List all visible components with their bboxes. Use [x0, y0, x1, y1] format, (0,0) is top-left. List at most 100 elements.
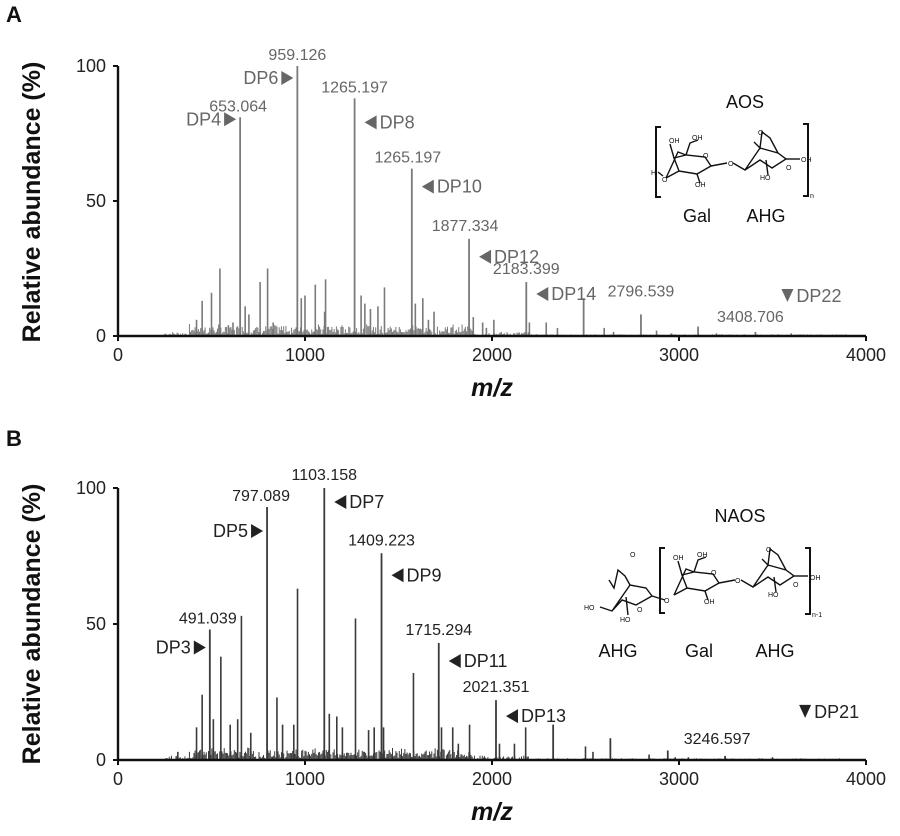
panel-a-x-axis-label: m/z — [471, 374, 513, 402]
panel-a-x-tick-label: 4000 — [846, 345, 886, 365]
naos-structure: NAOS — [584, 506, 822, 661]
panel-a-peak-mz-label: 959.126 — [268, 47, 326, 64]
panel-a-arrow-left-icon — [364, 115, 377, 130]
svg-text:O: O — [735, 578, 741, 585]
panel-b-y-tick-label: 50 — [86, 614, 106, 634]
panel-b-letter: B — [6, 426, 22, 451]
svg-text:O: O — [766, 547, 772, 554]
panel-b-x-tick-label: 0 — [113, 769, 123, 789]
panel-b-dp-label: DP13 — [521, 706, 566, 726]
svg-text:n-1: n-1 — [812, 612, 822, 619]
panel-b-arrow-left-icon — [448, 654, 461, 669]
naos-unit-gal: Gal — [685, 641, 713, 661]
svg-text:O: O — [793, 582, 799, 589]
svg-text:HO: HO — [620, 617, 631, 624]
panel-b-peaks — [164, 488, 848, 760]
panel-a-peak-mz-label: 1877.334 — [432, 218, 499, 235]
svg-text:HO: HO — [760, 175, 771, 182]
panel-b-axes: 0 1000 2000 3000 4000 0 50 100 — [76, 478, 886, 789]
panel-b-peak-mz-label: 3246.597 — [684, 731, 751, 748]
panel-a-letter: A — [6, 2, 22, 27]
svg-text:O: O — [786, 165, 792, 172]
panel-a-peak-mz-label: 1265.197 — [321, 79, 388, 96]
svg-text:O: O — [703, 153, 709, 160]
svg-text:OH: OH — [801, 157, 812, 164]
panel-b-y-tick-label: 100 — [76, 478, 106, 498]
panel-b-dp-label: DP3 — [156, 637, 191, 657]
panel-a-dp-label: DP8 — [380, 112, 415, 132]
svg-text:O: O — [630, 552, 636, 559]
panel-b-dp-label: DP11 — [464, 651, 508, 671]
panel-a-y-axis-label: Relative abundance (%) — [18, 62, 46, 343]
panel-a-peak-mz-label: 653.064 — [209, 98, 267, 115]
panel-b-labels: 491.039 DP3 797.089 DP5 1103.158 DP7 1409.223 D… — [156, 467, 859, 748]
aos-structure: AOS OH OH OH — [651, 92, 814, 226]
panel-b-x-tick-label: 4000 — [846, 769, 886, 789]
svg-text:OH: OH — [810, 575, 821, 582]
panel-a-arrow-right-icon — [224, 112, 237, 127]
panel-b-arrow-left-icon — [505, 709, 518, 724]
svg-text:O: O — [662, 177, 668, 184]
panel-b-arrow-left-icon — [391, 568, 404, 583]
panel-b: B Relative abundance (%) m/z 0 1000 2000 30… — [6, 426, 886, 826]
panel-a-dp-label: DP22 — [796, 286, 841, 306]
panel-b-arrow-right-icon — [193, 640, 206, 655]
aos-unit-gal: Gal — [683, 206, 711, 226]
svg-text:OH: OH — [695, 182, 706, 189]
panel-a-arrow-right-icon — [281, 71, 294, 85]
svg-text:O: O — [664, 598, 670, 605]
panel-a-dp-label: DP10 — [437, 177, 482, 197]
panel-b-x-tick-label: 1000 — [285, 769, 325, 789]
panel-a-y-tick-label: 100 — [76, 56, 106, 76]
panel-a-y-tick-label: 0 — [96, 326, 106, 346]
aos-structure-drawing — [655, 123, 809, 198]
svg-text:OH: OH — [704, 599, 715, 606]
panel-a-axes: 0 1000 2000 3000 4000 0 50 100 — [76, 56, 886, 365]
naos-structure-drawing — [599, 547, 811, 616]
panel-a-dp-label: DP14 — [551, 284, 596, 304]
panel-b-arrow-down-icon — [799, 704, 812, 718]
panel-b-dp-label: DP7 — [349, 492, 384, 512]
panel-a-peak-mz-label: 1265.197 — [374, 150, 441, 167]
panel-b-peak-mz-label: 491.039 — [179, 610, 237, 627]
panel-b-y-tick-label: 0 — [96, 750, 106, 770]
aos-unit-ahg: AHG — [746, 206, 785, 226]
svg-text:HO: HO — [768, 592, 779, 599]
svg-text:HO: HO — [584, 605, 595, 612]
panel-a-arrow-left-icon — [479, 249, 492, 264]
svg-text:O: O — [728, 161, 734, 168]
panel-a-x-tick-label: 3000 — [659, 345, 699, 365]
panel-a-arrow-left-icon — [421, 179, 434, 194]
panel-b-peak-mz-label: 1409.223 — [348, 532, 415, 549]
panel-b-dp-label: DP5 — [213, 521, 248, 541]
naos-atoms: HO HO O O O OH OH OH O O O O HO OH n-1 — [584, 547, 822, 624]
svg-text:n: n — [810, 193, 814, 200]
svg-text:OH: OH — [669, 138, 680, 145]
panel-a-y-tick-label: 50 — [86, 191, 106, 211]
naos-unit-ahg-2: AHG — [755, 641, 794, 661]
panel-a-x-tick-label: 0 — [113, 345, 123, 365]
panel-a-x-tick-label: 1000 — [285, 345, 325, 365]
panel-b-peak-mz-label: 1103.158 — [292, 467, 358, 484]
panel-b-arrow-left-icon — [334, 495, 347, 509]
panel-a-dp-label: DP4 — [186, 109, 221, 129]
naos-unit-ahg-1: AHG — [598, 641, 637, 661]
panel-b-peak-mz-label: 797.089 — [232, 488, 290, 505]
panel-b-peak-mz-label: 1715.294 — [405, 622, 472, 639]
panel-b-x-tick-label: 3000 — [659, 769, 699, 789]
naos-title: NAOS — [714, 506, 765, 526]
panel-b-x-axis-label: m/z — [471, 798, 513, 826]
panel-b-peak-mz-label: 2021.351 — [463, 679, 530, 696]
svg-text:OH: OH — [697, 552, 708, 559]
svg-text:OH: OH — [692, 135, 703, 142]
panel-a-peak-mz-label: 2796.539 — [608, 283, 675, 300]
svg-text:O: O — [637, 607, 643, 614]
panel-a-dp-label: DP6 — [243, 68, 278, 88]
svg-text:O: O — [711, 570, 717, 577]
panel-a-x-tick-label: 2000 — [472, 345, 512, 365]
aos-title: AOS — [726, 92, 764, 112]
panel-a: A Relative abundance (%) m/z 0 1000 2000 30… — [6, 2, 886, 402]
aos-atoms: OH OH OH O O O O HO OH H O n — [651, 130, 814, 200]
